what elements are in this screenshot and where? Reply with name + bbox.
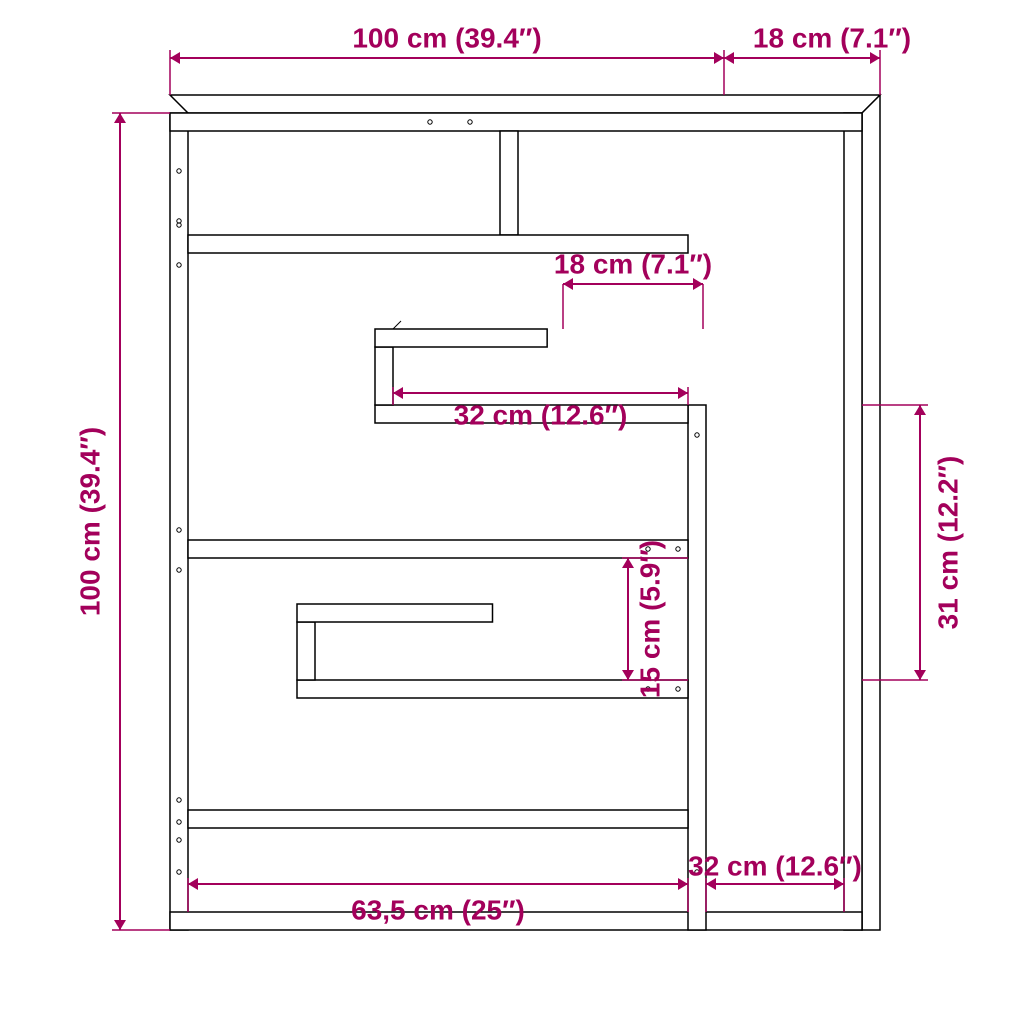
svg-text:15 cm (5.9″): 15 cm (5.9″) xyxy=(634,540,665,698)
svg-text:18 cm (7.1″): 18 cm (7.1″) xyxy=(753,22,911,53)
svg-text:100 cm (39.4″): 100 cm (39.4″) xyxy=(352,22,541,53)
svg-text:32 cm (12.6″): 32 cm (12.6″) xyxy=(454,399,628,430)
svg-text:32 cm (12.6″): 32 cm (12.6″) xyxy=(688,850,862,881)
svg-text:31 cm (12.2″): 31 cm (12.2″) xyxy=(932,456,963,630)
svg-text:18 cm (7.1″): 18 cm (7.1″) xyxy=(554,248,712,279)
svg-text:100 cm (39.4″): 100 cm (39.4″) xyxy=(74,427,105,616)
svg-text:63,5 cm (25″): 63,5 cm (25″) xyxy=(351,894,525,925)
